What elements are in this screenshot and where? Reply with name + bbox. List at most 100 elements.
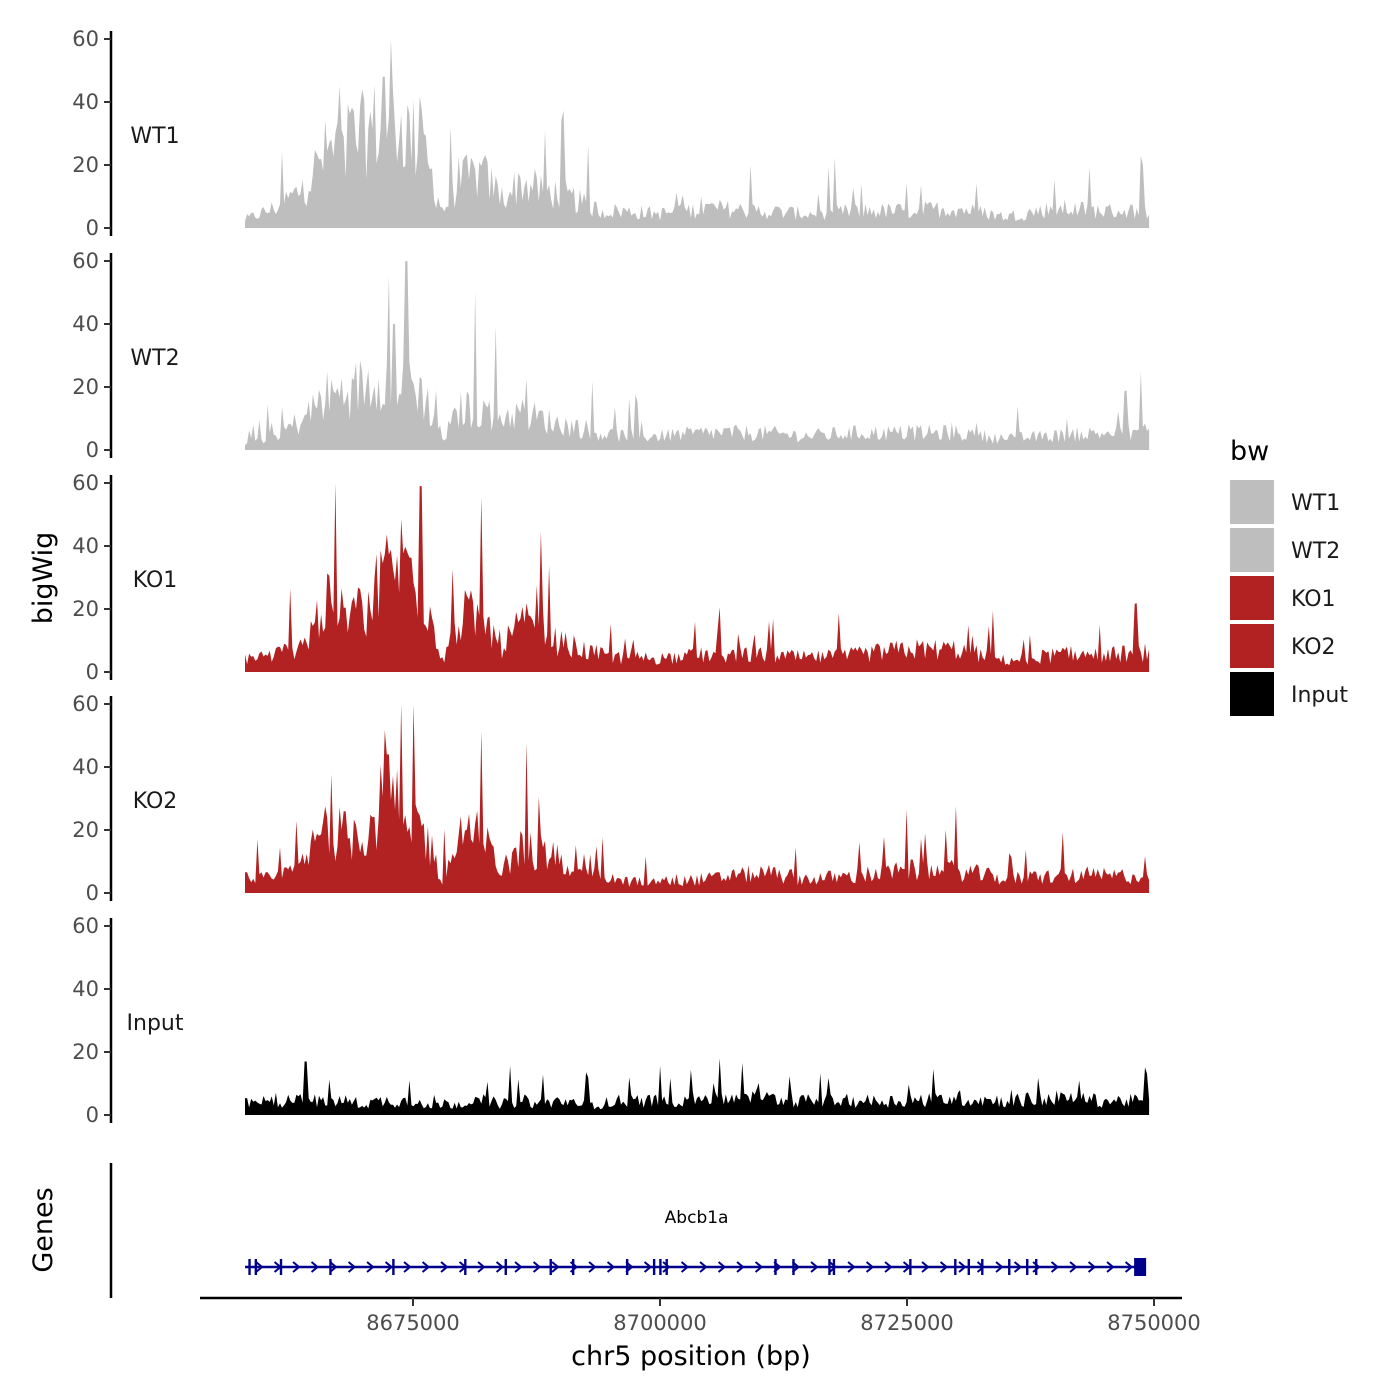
gene-model: Abcb1a [245,1208,1147,1276]
y-tick-label: 60 [72,914,99,938]
track-wt2: 0 20 40 60 WT2 [72,249,1150,462]
gene-exon [1008,1259,1011,1275]
track-label: KO2 [133,789,178,814]
strand-arrow [921,1261,930,1273]
strand-arrow [532,1261,542,1273]
gene-exon-end [1134,1258,1147,1276]
gene-exon [464,1259,467,1275]
strand-arrow [717,1261,727,1273]
strand-arrow [588,1261,597,1273]
gene-exon [254,1259,258,1275]
y-tick-label: 60 [72,27,99,51]
track-ko1: 0 20 40 60 KO1 [72,471,1150,684]
strand-arrow [865,1261,875,1273]
gene-exon [1035,1259,1038,1275]
legend-label: WT2 [1291,539,1340,564]
strand-arrow [976,1261,986,1273]
track-label: WT2 [130,346,179,371]
strand-arrow [699,1261,708,1273]
x-tick-label: 8700000 [613,1311,707,1335]
legend-label: Input [1291,683,1348,708]
x-axis-title: chr5 position (bp) [571,1341,811,1372]
legend-key-wt2 [1230,528,1274,572]
strand-arrow [828,1261,838,1273]
strand-arrow [366,1261,375,1273]
y-tick-label: 20 [72,153,99,177]
gene-panel: Genes Abcb1a [28,1163,1147,1298]
y-tick-label: 60 [72,249,99,273]
signal-area-wt1 [245,39,1150,228]
y-axis-title: bigWig [28,532,59,625]
gene-exon [967,1259,970,1275]
strand-arrow [939,1261,949,1273]
gene-label: Abcb1a [665,1208,729,1228]
strand-arrow [643,1261,653,1273]
strand-arrow [347,1261,357,1273]
strand-arrow [1087,1261,1097,1273]
legend-title: bw [1230,436,1269,467]
strand-arrow [477,1261,486,1273]
track-label: Input [127,1011,184,1036]
y-tick-label: 0 [86,216,99,240]
strand-arrow [810,1261,819,1273]
strand-arrow [329,1261,338,1273]
strand-arrow [495,1261,505,1273]
strand-arrow [958,1261,967,1273]
legend: bw WT1 WT2 KO1 KO2 Input [1230,436,1348,716]
gene-exon [832,1259,836,1275]
strand-arrow [736,1261,745,1273]
gene-exon [248,1259,251,1275]
gene-exon [665,1259,668,1275]
gene-exon [774,1259,777,1275]
gene-exon [1026,1259,1029,1275]
gene-exon [954,1259,957,1275]
track-label: WT1 [130,124,179,149]
strand-arrow [847,1261,856,1273]
gene-exon [279,1259,283,1275]
signal-area-wt2 [245,261,1150,450]
y-tick-label: 40 [72,534,99,558]
gene-exon [504,1259,507,1275]
gene-exon [329,1259,332,1275]
strand-arrow [1069,1261,1078,1273]
gene-exon [549,1259,552,1275]
strand-arrow [551,1261,560,1273]
x-axis: chr5 position (bp) 8675000 8700000 8725000… [200,1296,1201,1372]
track-input: 0 20 40 60 Input [72,914,1150,1127]
strand-arrow [514,1261,523,1273]
strand-arrow [995,1261,1004,1273]
strand-arrow [1106,1261,1115,1273]
legend-key-input [1230,672,1274,716]
x-tick-label: 8725000 [860,1311,954,1335]
gene-exon [572,1259,575,1275]
strand-arrow [662,1261,671,1273]
strand-arrow [884,1261,893,1273]
gene-exon [625,1259,629,1275]
y-tick-label: 40 [72,977,99,1001]
x-tick-label: 8675000 [366,1311,460,1335]
gene-exon [981,1259,984,1275]
strand-arrow [255,1261,264,1273]
signal-area-ko1 [245,483,1150,672]
y-tick-label: 20 [72,818,99,842]
track-wt1: 0 20 40 60 WT1 [72,27,1150,240]
gene-exon [909,1259,912,1275]
y-tick-label: 0 [86,881,99,905]
y-tick-label: 0 [86,438,99,462]
strand-arrow [680,1261,690,1273]
legend-label: KO1 [1291,587,1336,612]
gene-exon [792,1259,795,1275]
y-tick-label: 40 [72,755,99,779]
y-tick-label: 20 [72,597,99,621]
gene-exon [828,1259,831,1275]
strand-arrow [1124,1261,1134,1273]
legend-label: KO2 [1291,635,1336,660]
y-tick-label: 40 [72,312,99,336]
gene-exon [659,1259,662,1275]
strand-arrow [310,1261,320,1273]
track-ko2: 0 20 40 60 KO2 [72,692,1150,905]
y-tick-label: 0 [86,660,99,684]
strand-arrow [384,1261,394,1273]
gene-exon [652,1259,656,1275]
